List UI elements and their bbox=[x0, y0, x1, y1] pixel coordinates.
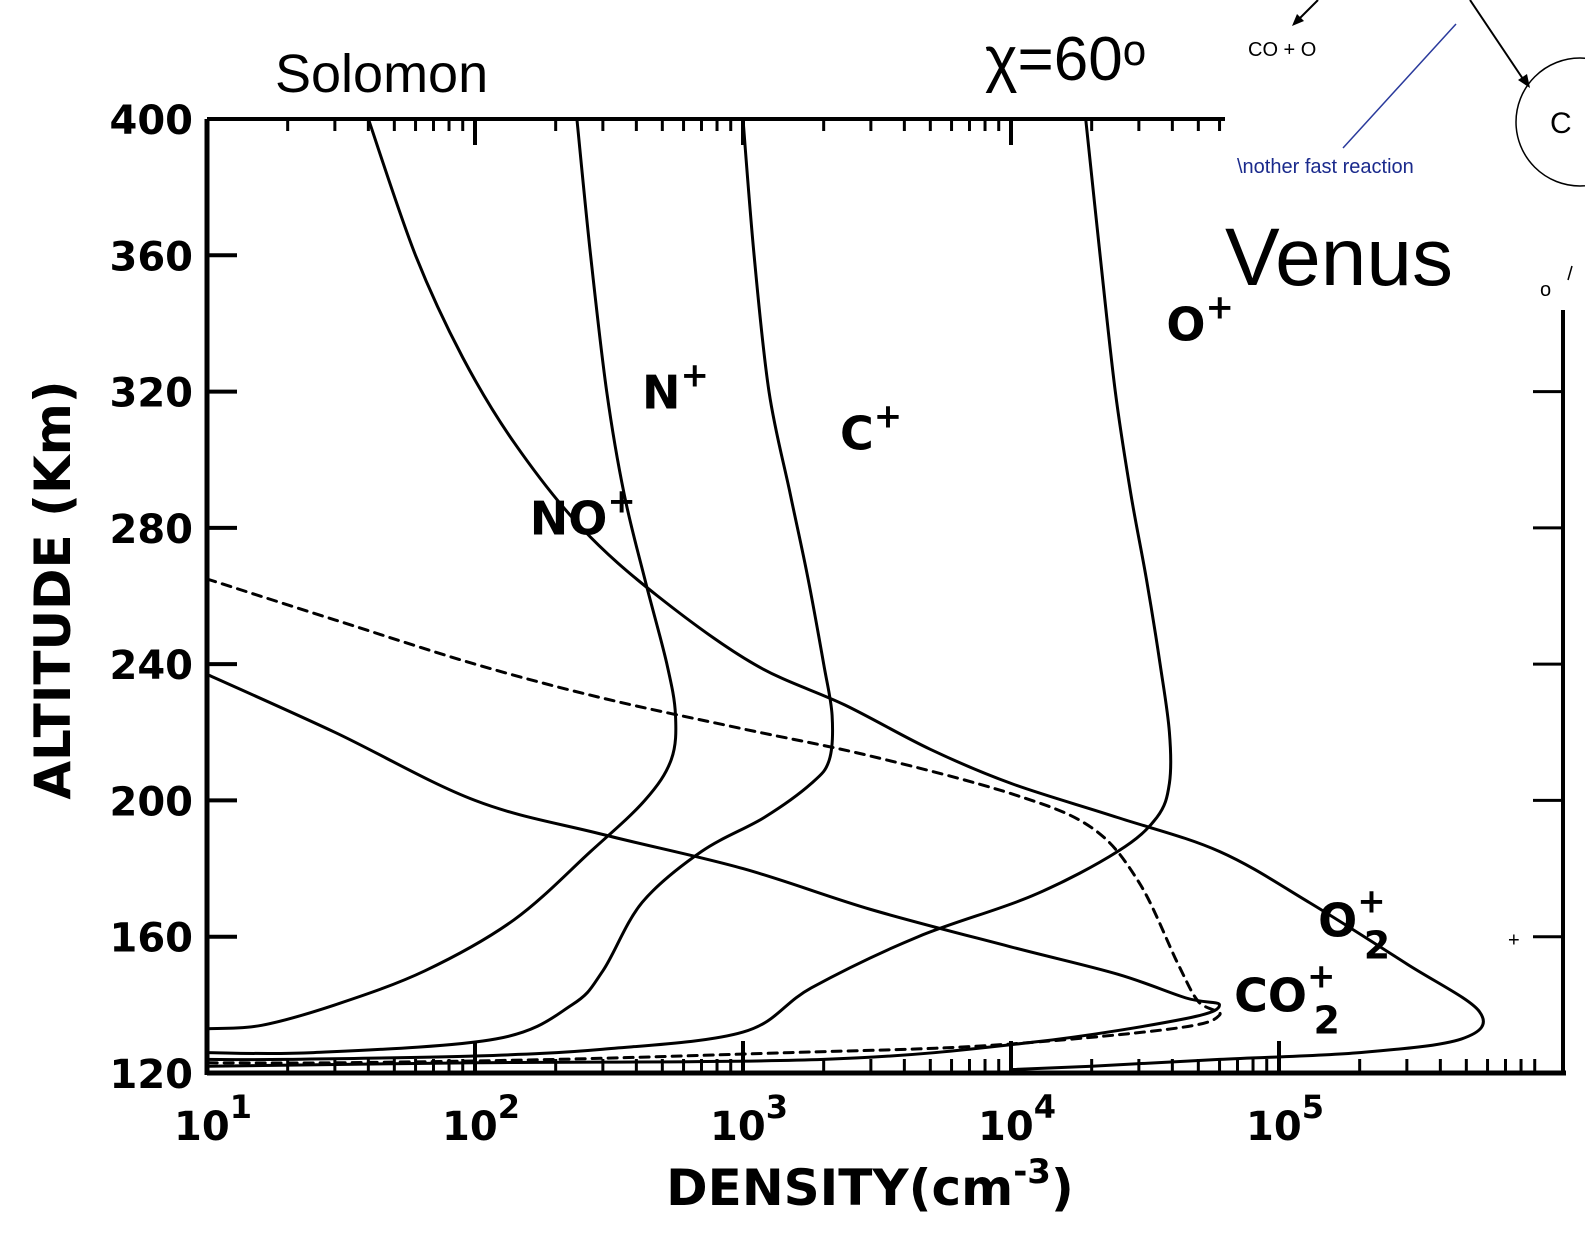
x-axis-title: DENSITY(cm-3) bbox=[666, 1152, 1074, 1217]
series-line bbox=[205, 577, 1222, 1065]
x-tick-label: 104 bbox=[978, 1088, 1056, 1150]
diagram-product-text: CO + O bbox=[1248, 39, 1316, 61]
diagram-note-text: \nother fast reaction bbox=[1237, 156, 1414, 178]
series-label: N+ bbox=[642, 356, 709, 420]
diagram-arrow-right bbox=[1469, 0, 1526, 83]
diagram-fragment-o: o bbox=[1540, 279, 1551, 301]
x-tick-label: 101 bbox=[174, 1088, 252, 1150]
series-line bbox=[205, 117, 678, 1031]
venus-label: Venus bbox=[1225, 212, 1453, 303]
x-tick-label: 105 bbox=[1246, 1088, 1324, 1150]
y-tick-label: 160 bbox=[110, 916, 194, 962]
y-tick-label: 360 bbox=[110, 234, 194, 280]
diagram-arrowhead-right bbox=[1518, 74, 1530, 88]
y-tick-label: 200 bbox=[110, 779, 194, 825]
diagram-pointer-line bbox=[1342, 23, 1457, 149]
series-label: NO+ bbox=[530, 482, 636, 546]
x-axis-title-main: DENSITY(cm bbox=[666, 1159, 1013, 1217]
series-label: O+ 2 bbox=[1318, 882, 1390, 968]
series-label: CO+ 2 bbox=[1234, 957, 1340, 1043]
y-tick-label: 320 bbox=[110, 371, 194, 417]
y-axis-title: ALTITUDE (Km) bbox=[24, 380, 82, 799]
labels-layer: O+ C+ N+ O+ 2CO+ 2 NO+ + bbox=[530, 287, 1520, 1042]
right-edge-plus-mark: + bbox=[1508, 930, 1520, 952]
source-label: Solomon bbox=[275, 44, 488, 104]
diagram-fragment-stroke bbox=[1567, 265, 1573, 281]
y-tick-label: 400 bbox=[110, 98, 194, 144]
diagram-node-circle bbox=[1515, 57, 1585, 187]
series-line bbox=[366, 117, 1485, 1072]
series-line bbox=[205, 117, 1173, 1062]
diagram-node-letter: C bbox=[1550, 107, 1572, 140]
x-axis-title-close: ) bbox=[1051, 1159, 1074, 1217]
ticks-layer: 120 160 200 240 280 320 360 400 101 102 103 104 105 bbox=[110, 98, 1563, 1150]
y-tick-label: 120 bbox=[110, 1052, 194, 1098]
x-tick-label: 102 bbox=[442, 1088, 520, 1150]
diagram-arrowhead-left bbox=[1292, 14, 1304, 26]
series-line bbox=[205, 672, 1221, 1068]
series-label: O+ bbox=[1166, 287, 1234, 351]
y-tick-label: 280 bbox=[110, 507, 194, 553]
series-layer bbox=[205, 117, 1485, 1072]
reaction-diagram-fragment: CO + O \nother fast reaction C o bbox=[1237, 0, 1585, 301]
angle-label: χ=60ᵒ bbox=[985, 25, 1146, 94]
x-axis-title-sup: -3 bbox=[1013, 1152, 1051, 1192]
series-label: C+ bbox=[840, 396, 902, 460]
x-tick-label: 103 bbox=[710, 1088, 788, 1150]
series-line bbox=[205, 117, 835, 1056]
y-tick-label: 240 bbox=[110, 643, 194, 689]
